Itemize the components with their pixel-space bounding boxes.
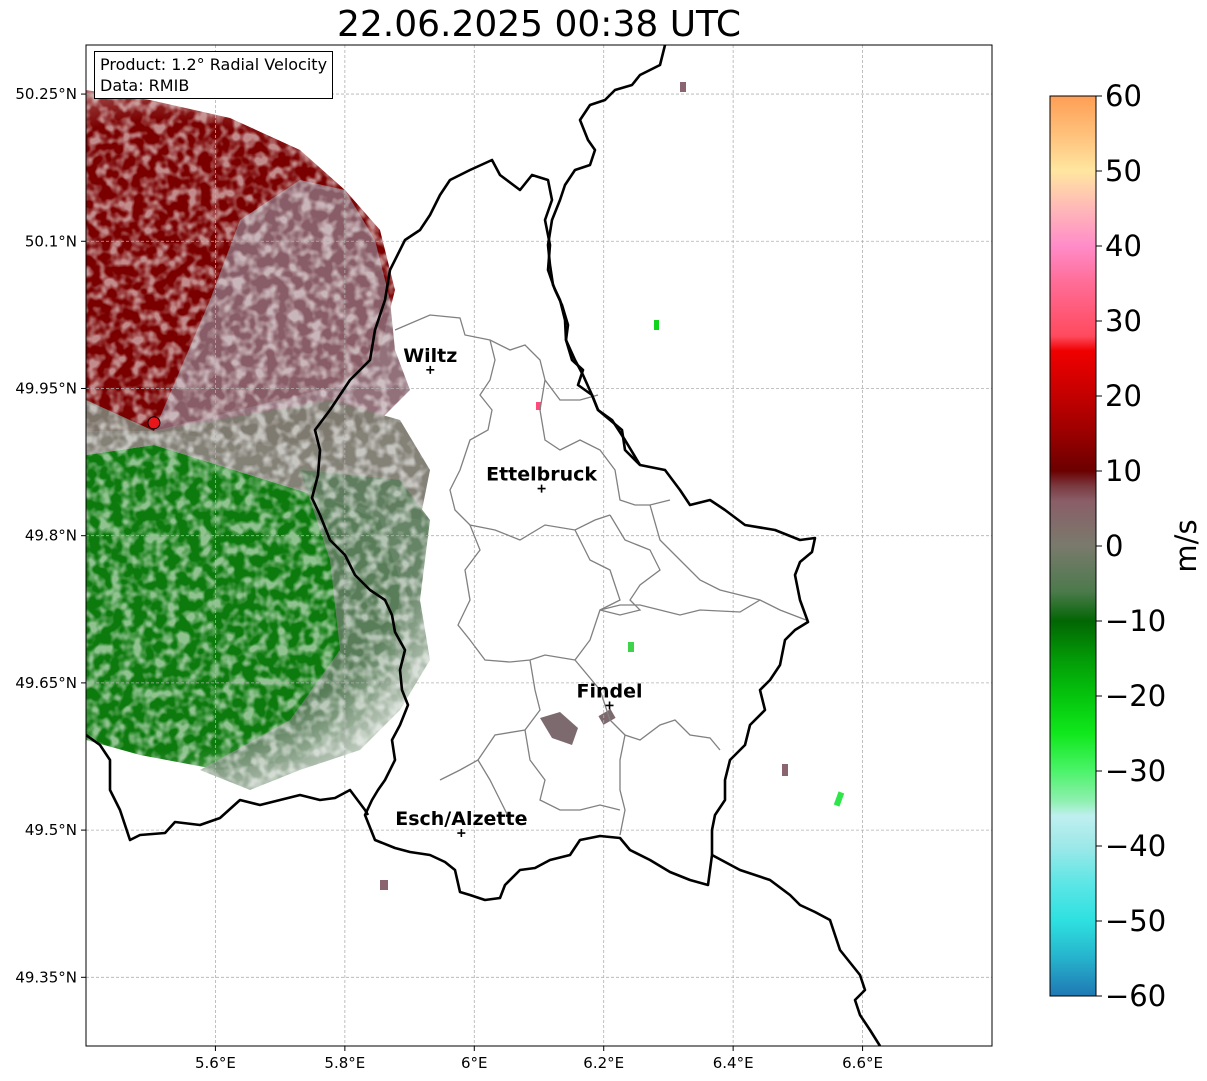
colorbar-tick-label: 0 — [1105, 529, 1123, 563]
gridlines — [86, 45, 992, 1046]
colorbar-tick-label: −50 — [1105, 904, 1166, 938]
y-tick-label: 49.5°N — [25, 821, 77, 839]
city-marker — [537, 484, 546, 493]
x-tick-label: 6.4°E — [713, 1054, 754, 1072]
radar-site-marker — [147, 416, 161, 430]
colorbar-tick-label: 10 — [1105, 454, 1142, 488]
colorbar-tick-label: 50 — [1105, 154, 1142, 188]
colorbar: 60 50 40 30 20 10 0 −10 −20 −30 −40 −50 −60 m/s — [1049, 79, 1203, 1013]
city-label-ettelbruck: Ettelbruck — [486, 464, 597, 486]
city-label-findel: Findel — [577, 680, 643, 702]
colorbar-tick-label: 40 — [1105, 229, 1142, 263]
germany-border — [546, 45, 667, 466]
city-label-esch-alzette: Esch/Alzette — [395, 808, 527, 830]
colorbar-label: m/s — [1169, 519, 1203, 572]
colorbar-tick-label: −30 — [1105, 754, 1166, 788]
x-tick-label: 6.6°E — [842, 1054, 883, 1072]
germany-france-border-east — [711, 853, 882, 1046]
national-borders — [86, 45, 882, 1046]
colorbar-tick-label: −10 — [1105, 604, 1166, 638]
y-tick-label: 49.95°N — [15, 379, 77, 397]
canton-boundaries — [394, 314, 807, 836]
city-marker — [426, 365, 435, 374]
echo-cluster-findel — [540, 712, 578, 745]
colorbar-tick-label: 20 — [1105, 379, 1142, 413]
radar-echo-layer — [86, 45, 992, 1046]
x-axis-ticks: 5.6°E 5.8°E 6°E 6.2°E 6.4°E 6.6°E — [195, 1046, 883, 1072]
colorbar-ticks: 60 50 40 30 20 10 0 −10 −20 −30 −40 −50 −60 — [1096, 79, 1166, 1013]
colorbar-tick-label: −20 — [1105, 679, 1166, 713]
colorbar-tick-label: 60 — [1105, 79, 1142, 113]
colorbar-bar — [1049, 95, 1097, 997]
x-tick-label: 5.8°E — [324, 1054, 365, 1072]
y-axis-ticks: 50.25°N 50.1°N 49.95°N 49.8°N 49.65°N 49.5°N 4… — [15, 85, 86, 986]
product-label: Product: 1.2° Radial Velocity — [100, 55, 328, 74]
city-marker — [605, 701, 614, 710]
city-marker — [457, 829, 466, 838]
map-title: 22.06.2025 00:38 UTC — [336, 4, 742, 45]
y-tick-label: 50.1°N — [25, 232, 77, 250]
x-tick-label: 5.6°E — [195, 1054, 236, 1072]
y-tick-label: 49.65°N — [15, 674, 77, 692]
colorbar-tick-label: −60 — [1105, 979, 1166, 1013]
x-tick-label: 6.2°E — [583, 1054, 624, 1072]
colorbar-tick-label: 30 — [1105, 304, 1142, 338]
city-label-wiltz: Wiltz — [403, 345, 457, 367]
y-tick-label: 49.8°N — [25, 527, 77, 545]
colorbar-tick-label: −40 — [1105, 829, 1166, 863]
y-tick-label: 49.35°N — [15, 968, 77, 986]
plot-frame — [85, 44, 993, 1047]
y-tick-label: 50.25°N — [15, 85, 77, 103]
city-labels: Wiltz Ettelbruck Findel Esch/Alzette — [395, 345, 643, 838]
x-tick-label: 6°E — [461, 1054, 488, 1072]
product-info-box: Product: 1.2° Radial Velocity Data: RMIB — [94, 51, 334, 99]
data-source-label: Data: RMIB — [100, 76, 190, 95]
belgium-france-border — [86, 733, 370, 842]
